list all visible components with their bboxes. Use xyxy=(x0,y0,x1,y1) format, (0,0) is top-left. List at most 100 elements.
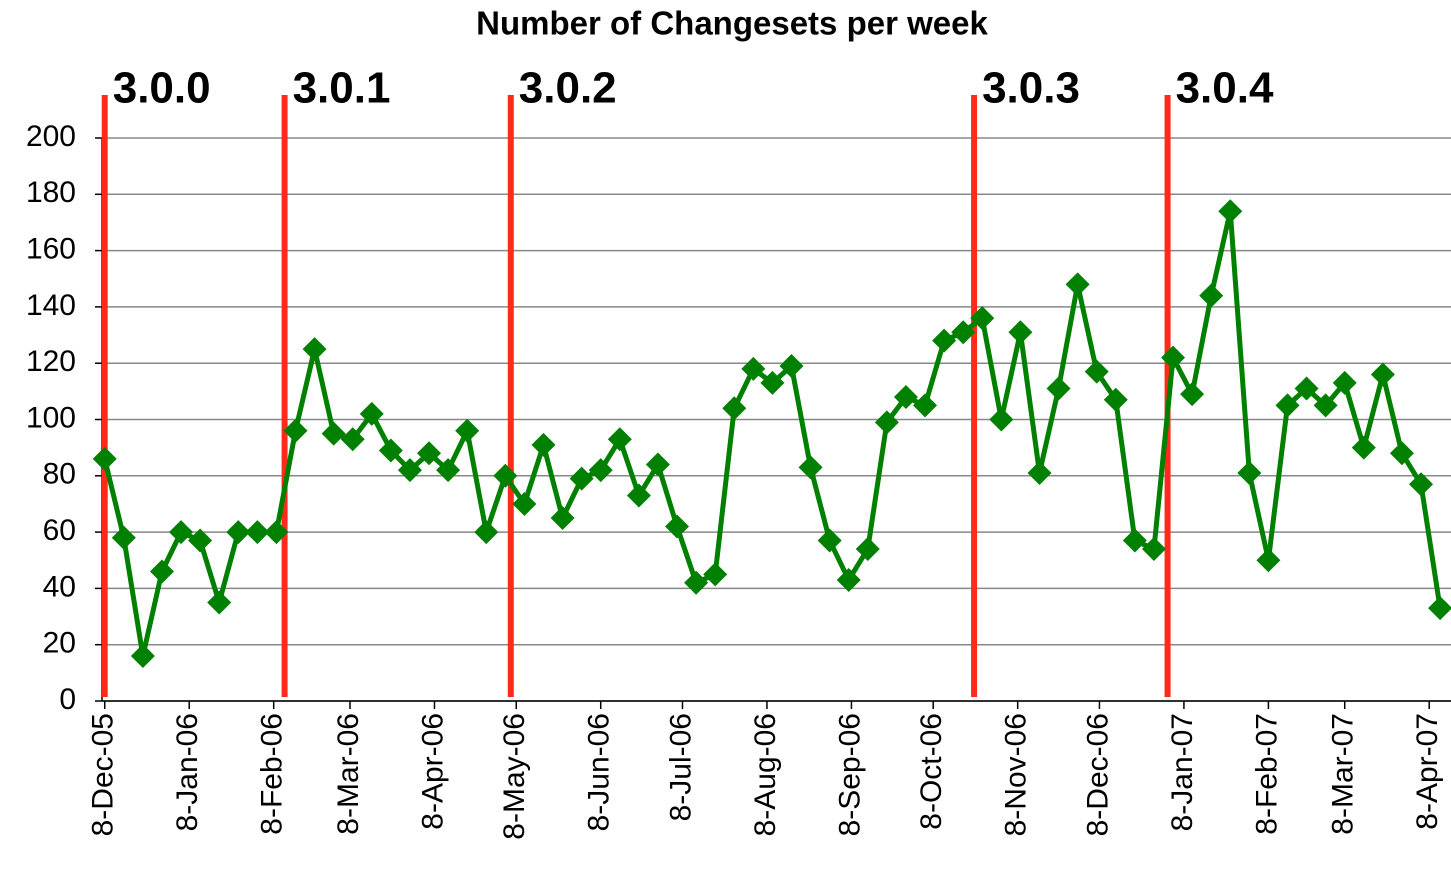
point-marker xyxy=(703,562,728,587)
y-tick-label: 200 xyxy=(26,120,76,153)
point-marker xyxy=(474,520,499,545)
x-tick-label: 8-Dec-06 xyxy=(1081,713,1114,836)
point-marker xyxy=(1237,460,1262,485)
release-label: 3.0.0 xyxy=(113,64,211,113)
point-marker xyxy=(1313,393,1338,418)
point-marker xyxy=(722,396,747,421)
point-marker xyxy=(245,520,270,545)
point-marker xyxy=(760,370,785,395)
point-marker xyxy=(378,438,403,463)
y-tick-label: 60 xyxy=(43,514,76,547)
point-marker xyxy=(493,463,518,488)
x-tick-label: 8-Mar-06 xyxy=(332,713,365,835)
point-marker xyxy=(417,441,442,466)
x-tick-label: 8-Jan-06 xyxy=(171,713,204,831)
point-marker xyxy=(1370,362,1395,387)
point-marker xyxy=(588,458,613,483)
point-marker xyxy=(970,306,995,331)
x-tick-label: 8-Mar-07 xyxy=(1327,713,1360,835)
x-tick-label: 8-Jul-06 xyxy=(664,713,697,821)
y-tick-label: 100 xyxy=(26,401,76,434)
point-marker xyxy=(207,590,232,615)
x-tick-label: 8-Jan-07 xyxy=(1166,713,1199,831)
point-marker xyxy=(645,452,670,477)
release-label: 3.0.2 xyxy=(519,64,617,113)
point-marker xyxy=(436,458,461,483)
point-marker xyxy=(340,427,365,452)
point-marker xyxy=(1065,272,1090,297)
point-marker xyxy=(397,458,422,483)
x-tick-label: 8-Feb-06 xyxy=(256,713,289,835)
point-marker xyxy=(169,520,194,545)
x-tick-label: 8-May-06 xyxy=(498,713,531,840)
y-tick-label: 120 xyxy=(26,345,76,378)
point-marker xyxy=(1199,283,1224,308)
point-marker xyxy=(321,421,346,446)
point-marker xyxy=(1428,596,1451,621)
point-marker xyxy=(779,354,804,379)
point-marker xyxy=(1275,393,1300,418)
point-marker xyxy=(626,483,651,508)
release-label: 3.0.4 xyxy=(1176,64,1274,113)
x-tick-label: 8-Nov-06 xyxy=(1000,713,1033,836)
point-marker xyxy=(264,520,289,545)
point-marker xyxy=(741,356,766,381)
point-marker xyxy=(1046,376,1071,401)
point-marker xyxy=(550,506,575,531)
point-marker xyxy=(130,643,155,668)
y-tick-label: 40 xyxy=(43,570,76,603)
point-marker xyxy=(1256,548,1281,573)
point-marker xyxy=(951,320,976,345)
point-marker xyxy=(1294,376,1319,401)
point-marker xyxy=(455,418,480,443)
point-marker xyxy=(1409,472,1434,497)
chart-title: Number of Changesets per week xyxy=(476,5,988,42)
point-marker xyxy=(1141,536,1166,561)
x-tick-label: 8-Sep-06 xyxy=(833,713,866,836)
point-marker xyxy=(855,536,880,561)
point-marker xyxy=(932,328,957,353)
point-marker xyxy=(1389,441,1414,466)
point-marker xyxy=(893,384,918,409)
point-marker xyxy=(913,393,938,418)
point-marker xyxy=(607,427,632,452)
point-marker xyxy=(836,567,861,592)
point-marker xyxy=(1008,320,1033,345)
point-marker xyxy=(1103,387,1128,412)
release-label: 3.0.1 xyxy=(293,64,391,113)
x-tick-label: 8-Oct-06 xyxy=(915,713,948,830)
point-marker xyxy=(188,528,213,553)
point-marker xyxy=(283,418,308,443)
point-marker xyxy=(359,401,384,426)
x-tick-label: 8-Aug-06 xyxy=(749,713,782,836)
y-tick-label: 180 xyxy=(26,176,76,209)
point-marker xyxy=(874,410,899,435)
x-tick-label: 8-Feb-07 xyxy=(1250,713,1283,835)
point-marker xyxy=(817,528,842,553)
x-tick-label: 8-Dec-05 xyxy=(87,713,120,836)
point-marker xyxy=(1351,435,1376,460)
point-marker xyxy=(92,446,117,471)
point-marker xyxy=(149,559,174,584)
release-label: 3.0.3 xyxy=(982,64,1080,113)
y-tick-label: 20 xyxy=(43,627,76,660)
x-tick-label: 8-Jun-06 xyxy=(583,713,616,831)
point-marker xyxy=(1161,345,1186,370)
point-marker xyxy=(512,491,537,516)
point-marker xyxy=(684,570,709,595)
point-marker xyxy=(1084,359,1109,384)
point-marker xyxy=(798,455,823,480)
y-tick-label: 0 xyxy=(59,683,76,716)
point-marker xyxy=(531,432,556,457)
x-tick-label: 8-Apr-07 xyxy=(1411,713,1444,830)
x-tick-label: 8-Apr-06 xyxy=(416,713,449,830)
y-tick-label: 140 xyxy=(26,289,76,322)
point-marker xyxy=(1122,528,1147,553)
point-marker xyxy=(665,514,690,539)
y-tick-label: 160 xyxy=(26,233,76,266)
point-marker xyxy=(1332,370,1357,395)
point-marker xyxy=(569,466,594,491)
point-marker xyxy=(111,525,136,550)
series-line xyxy=(102,208,1443,659)
